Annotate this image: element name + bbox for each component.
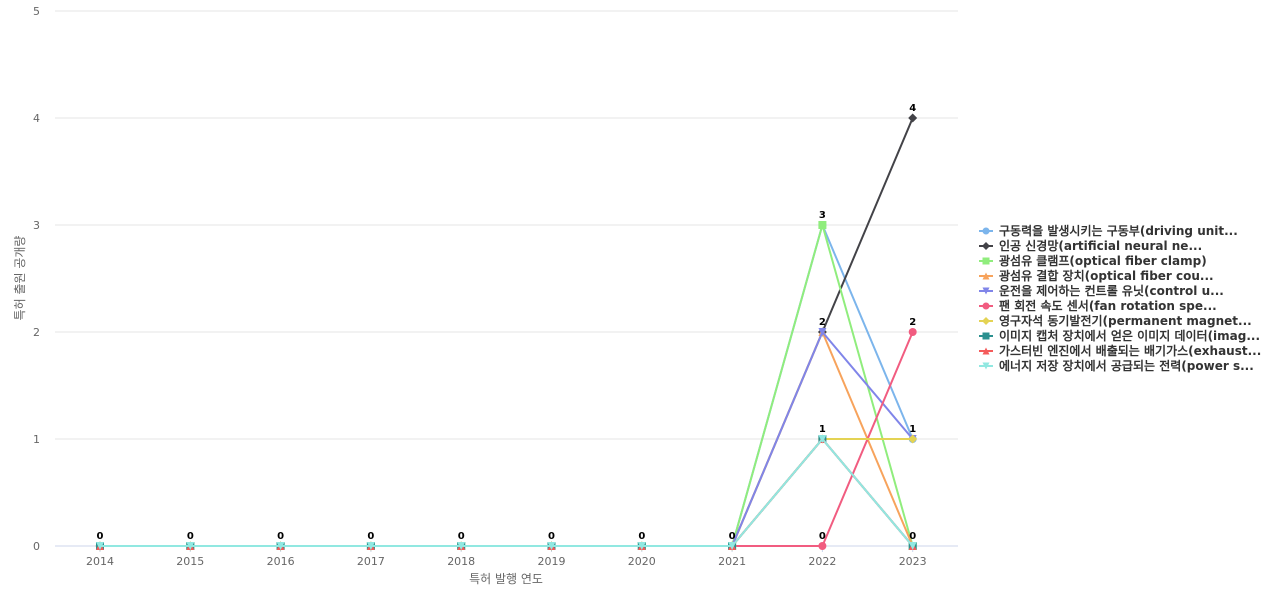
legend-label: 광섬유 클램프(optical fiber clamp)	[999, 253, 1207, 268]
legend-label: 가스터빈 엔진에서 배출되는 배기가스(exhaust...	[999, 343, 1261, 358]
data-label: 0	[638, 531, 645, 542]
legend-label: 에너지 저장 장치에서 공급되는 전력(power s...	[999, 358, 1254, 373]
data-point[interactable]	[818, 435, 827, 443]
series-line-7[interactable]	[99, 438, 914, 547]
x-tick-label: 2014	[86, 555, 114, 568]
data-label: 1	[819, 424, 826, 435]
legend-item-10[interactable]: 에너지 저장 장치에서 공급되는 전력(power s...	[979, 358, 1254, 373]
legend-label: 광섬유 결합 장치(optical fiber cou...	[999, 268, 1214, 283]
data-label: 0	[729, 531, 736, 542]
series-8	[96, 435, 917, 550]
legend-marker[interactable]	[982, 257, 990, 265]
legend-item-2[interactable]: 인공 신경망(artificial neural ne...	[979, 238, 1202, 253]
series-3	[96, 221, 917, 550]
data-label: 0	[367, 531, 374, 542]
legend-item-1[interactable]: 구동력을 발생시키는 구동부(driving unit...	[979, 223, 1238, 238]
data-point[interactable]	[457, 542, 466, 550]
y-tick-label: 0	[33, 540, 40, 553]
series-line-9[interactable]	[99, 438, 914, 547]
series-line-8[interactable]	[99, 438, 914, 547]
series-9	[96, 435, 917, 550]
data-label: 0	[548, 531, 555, 542]
series-line-1[interactable]	[99, 224, 914, 547]
data-point[interactable]	[637, 542, 646, 550]
legend-marker[interactable]	[982, 302, 990, 310]
data-label: 4	[909, 103, 916, 114]
series-1	[96, 221, 917, 550]
x-tick-label: 2017	[357, 555, 385, 568]
legend: 구동력을 발생시키는 구동부(driving unit...인공 신경망(art…	[979, 223, 1261, 373]
series-group	[95, 113, 918, 551]
legend-label: 팬 회전 속도 센서(fan rotation spe...	[999, 298, 1217, 313]
x-tick-label: 2023	[899, 555, 927, 568]
series-line-10[interactable]	[99, 438, 914, 547]
x-tick-label: 2019	[538, 555, 566, 568]
data-point[interactable]	[908, 328, 917, 336]
legend-label: 영구자석 동기발전기(permanent magnet...	[999, 313, 1252, 328]
y-tick-label: 3	[33, 219, 40, 232]
data-label: 0	[458, 531, 465, 542]
legend-item-8[interactable]: 이미지 캡처 장치에서 얻은 이미지 데이터(imag...	[979, 328, 1260, 343]
x-tick-label: 2015	[176, 555, 204, 568]
x-tick-label: 2016	[267, 555, 295, 568]
data-point[interactable]	[908, 542, 917, 550]
data-label: 2	[819, 317, 826, 328]
y-tick-label: 2	[33, 326, 40, 339]
legend-item-5[interactable]: 운전을 제어하는 컨트롤 유닛(control u...	[979, 283, 1224, 298]
y-tick-label: 1	[33, 433, 40, 446]
data-point[interactable]	[818, 328, 827, 336]
legend-item-3[interactable]: 광섬유 클램프(optical fiber clamp)	[979, 253, 1207, 268]
data-labels: 0 0 0 0 0 0 0 0 3 2 1 0 4 2 1 0	[97, 103, 917, 542]
legend-item-6[interactable]: 팬 회전 속도 센서(fan rotation spe...	[979, 298, 1217, 313]
data-point[interactable]	[366, 542, 375, 550]
x-tick-label: 2018	[447, 555, 475, 568]
series-line-3[interactable]	[99, 224, 914, 547]
x-tick-label: 2020	[628, 555, 656, 568]
data-point[interactable]	[818, 542, 827, 550]
series-7	[95, 434, 918, 551]
legend-marker[interactable]	[982, 332, 990, 340]
legend-item-9[interactable]: 가스터빈 엔진에서 배출되는 배기가스(exhaust...	[979, 343, 1261, 358]
legend-label: 운전을 제어하는 컨트롤 유닛(control u...	[999, 283, 1224, 298]
legend-marker[interactable]	[982, 317, 990, 325]
x-axis-title: 특허 발행 연도	[469, 571, 543, 586]
legend-label: 인공 신경망(artificial neural ne...	[999, 238, 1202, 253]
data-label: 0	[909, 531, 916, 542]
legend-marker[interactable]	[982, 227, 990, 235]
grid-lines	[55, 10, 958, 552]
y-tick-label: 4	[33, 112, 40, 125]
legend-marker[interactable]	[982, 287, 990, 295]
legend-item-4[interactable]: 광섬유 결합 장치(optical fiber cou...	[979, 268, 1214, 283]
x-tick-label: 2021	[718, 555, 746, 568]
legend-marker[interactable]	[982, 347, 990, 355]
legend-label: 이미지 캡처 장치에서 얻은 이미지 데이터(imag...	[999, 328, 1260, 343]
legend-marker[interactable]	[982, 272, 990, 280]
x-tick-label: 2022	[808, 555, 836, 568]
data-label: 3	[819, 210, 826, 221]
y-tick-label: 5	[33, 5, 40, 18]
data-point[interactable]	[547, 542, 556, 550]
data-point[interactable]	[818, 221, 827, 229]
legend-label: 구동력을 발생시키는 구동부(driving unit...	[999, 223, 1238, 238]
data-point[interactable]	[186, 542, 195, 550]
data-label: 0	[97, 531, 104, 542]
data-label: 2	[909, 317, 916, 328]
legend-marker[interactable]	[982, 242, 990, 250]
data-point[interactable]	[908, 434, 918, 444]
y-axis-title: 특허 출원 공개량	[13, 236, 27, 321]
data-label: 1	[909, 424, 916, 435]
data-point[interactable]	[728, 542, 737, 550]
data-point[interactable]	[96, 542, 104, 550]
data-point[interactable]	[276, 542, 285, 550]
data-label: 0	[819, 531, 826, 542]
series-10	[96, 435, 917, 550]
data-label: 0	[187, 531, 194, 542]
legend-item-7[interactable]: 영구자석 동기발전기(permanent magnet...	[979, 313, 1252, 328]
legend-marker[interactable]	[982, 362, 990, 370]
data-point[interactable]	[908, 113, 918, 123]
data-label: 0	[277, 531, 284, 542]
